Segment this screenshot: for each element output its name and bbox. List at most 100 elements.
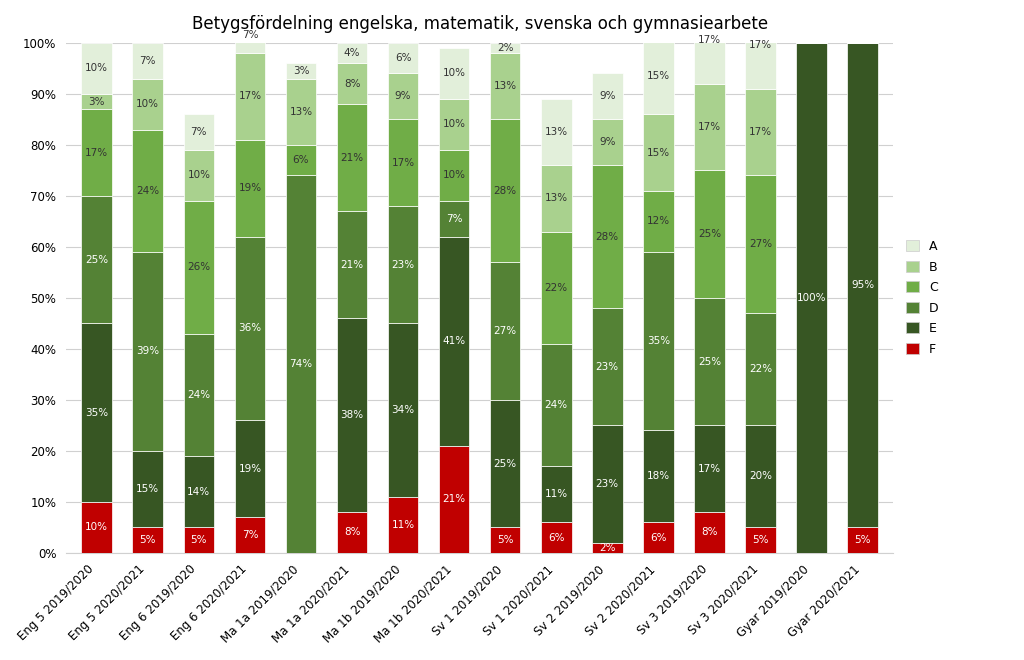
Text: 10%: 10%: [136, 99, 160, 109]
Text: 6%: 6%: [293, 155, 309, 165]
Text: 18%: 18%: [647, 471, 670, 481]
Bar: [745, 527, 776, 553]
Text: 9%: 9%: [599, 137, 615, 147]
Bar: [132, 79, 163, 129]
Text: 5%: 5%: [497, 535, 513, 545]
Bar: [694, 170, 725, 298]
Text: 35%: 35%: [85, 408, 109, 418]
Text: 27%: 27%: [749, 240, 772, 249]
Text: 17%: 17%: [749, 127, 772, 137]
Bar: [337, 104, 368, 211]
Bar: [234, 53, 265, 140]
Bar: [439, 237, 469, 446]
Text: 22%: 22%: [545, 282, 567, 292]
Bar: [643, 252, 674, 430]
Bar: [541, 522, 571, 553]
Text: 25%: 25%: [697, 356, 721, 367]
Bar: [388, 323, 419, 497]
Bar: [439, 48, 469, 99]
Text: 27%: 27%: [494, 326, 517, 336]
Text: 14%: 14%: [187, 486, 210, 497]
Bar: [388, 206, 419, 323]
Title: Betygsfördelning engelska, matematik, svenska och gymnasiearbete: Betygsfördelning engelska, matematik, sv…: [191, 15, 768, 33]
Text: 7%: 7%: [242, 30, 258, 40]
Bar: [592, 165, 623, 308]
Text: 5%: 5%: [854, 535, 870, 545]
Bar: [286, 176, 316, 553]
Text: 3%: 3%: [293, 66, 309, 76]
Bar: [489, 43, 520, 53]
Bar: [337, 318, 368, 512]
Bar: [643, 38, 674, 114]
Text: 100%: 100%: [797, 293, 826, 303]
Text: 74%: 74%: [290, 359, 312, 369]
Bar: [286, 79, 316, 145]
Bar: [592, 119, 623, 165]
Bar: [388, 119, 419, 206]
Bar: [745, 176, 776, 314]
Bar: [132, 129, 163, 252]
Text: 17%: 17%: [697, 122, 721, 132]
Text: 11%: 11%: [391, 520, 415, 530]
Bar: [694, 84, 725, 170]
Text: 23%: 23%: [391, 260, 415, 270]
Bar: [234, 420, 265, 517]
Text: 11%: 11%: [545, 489, 567, 499]
Text: 24%: 24%: [136, 186, 160, 196]
Text: 17%: 17%: [391, 158, 415, 168]
Text: 36%: 36%: [239, 323, 261, 333]
Text: 10%: 10%: [85, 63, 109, 73]
Bar: [592, 73, 623, 119]
Text: 5%: 5%: [753, 535, 769, 545]
Text: 10%: 10%: [85, 523, 109, 533]
Text: 25%: 25%: [697, 229, 721, 239]
Bar: [541, 99, 571, 165]
Bar: [694, 298, 725, 426]
Bar: [592, 543, 623, 553]
Bar: [541, 165, 571, 232]
Text: 17%: 17%: [697, 464, 721, 474]
Text: 17%: 17%: [697, 36, 721, 46]
Bar: [694, 426, 725, 512]
Bar: [82, 94, 112, 109]
Text: 15%: 15%: [136, 484, 160, 494]
Text: 13%: 13%: [494, 81, 517, 91]
Bar: [489, 119, 520, 262]
Text: 24%: 24%: [187, 390, 210, 400]
Text: 3%: 3%: [88, 96, 105, 106]
Bar: [745, 314, 776, 426]
Bar: [745, 2, 776, 89]
Bar: [337, 63, 368, 104]
Text: 25%: 25%: [85, 255, 109, 265]
Bar: [439, 446, 469, 553]
Bar: [82, 43, 112, 94]
Bar: [643, 191, 674, 252]
Bar: [489, 262, 520, 400]
Text: 26%: 26%: [187, 262, 210, 273]
Text: 39%: 39%: [136, 346, 160, 356]
Text: 10%: 10%: [187, 170, 210, 180]
Text: 15%: 15%: [647, 71, 670, 81]
Text: 17%: 17%: [749, 40, 772, 50]
Legend: A, B, C, D, E, F: A, B, C, D, E, F: [900, 234, 945, 362]
Bar: [489, 527, 520, 553]
Text: 13%: 13%: [545, 127, 567, 137]
Text: 38%: 38%: [340, 411, 364, 420]
Bar: [234, 140, 265, 237]
Text: 9%: 9%: [395, 92, 412, 102]
Bar: [337, 512, 368, 553]
Bar: [388, 43, 419, 73]
Bar: [234, 237, 265, 420]
Text: 24%: 24%: [545, 400, 567, 410]
Bar: [388, 73, 419, 119]
Bar: [847, 527, 878, 553]
Text: 7%: 7%: [242, 530, 258, 540]
Bar: [489, 400, 520, 527]
Text: 7%: 7%: [139, 55, 156, 66]
Text: 19%: 19%: [239, 183, 261, 193]
Bar: [439, 150, 469, 201]
Bar: [388, 497, 419, 553]
Bar: [132, 527, 163, 553]
Bar: [82, 109, 112, 196]
Bar: [183, 333, 214, 456]
